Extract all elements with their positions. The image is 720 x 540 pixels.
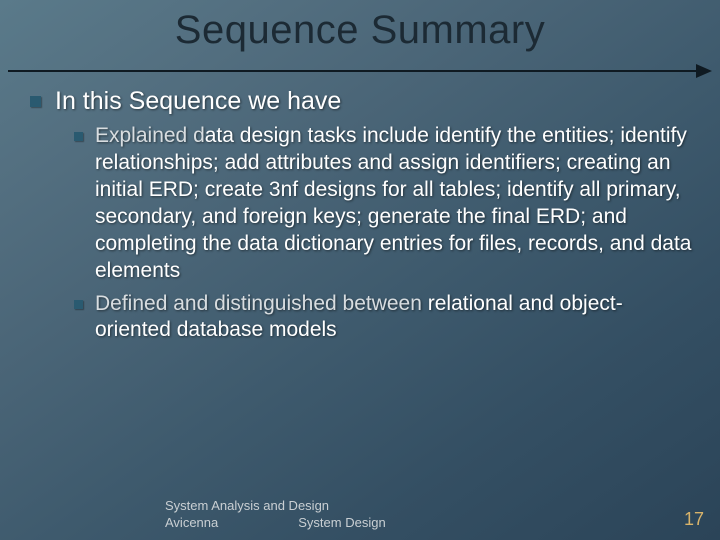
page-number: 17	[684, 509, 704, 530]
footer-center: System Analysis and Design Avicenna Syst…	[165, 497, 386, 532]
divider-arrow	[8, 66, 712, 76]
level2-prefix: Defined and distinguished between	[95, 292, 428, 315]
footer-subtitle: System Design	[298, 514, 385, 532]
bullet-level2: Explained data design tasks include iden…	[74, 123, 696, 284]
level2-list: Explained data design tasks include iden…	[74, 123, 696, 344]
square-bullet-icon	[74, 300, 83, 309]
footer-line1: System Analysis and Design	[165, 497, 386, 515]
slide: Sequence Summary In this Sequence we hav…	[0, 0, 720, 540]
level2-text: Explained data design tasks include iden…	[95, 123, 696, 284]
level2-rest: ata design tasks include identify the en…	[95, 124, 692, 281]
square-bullet-icon	[74, 132, 83, 141]
level2-prefix: Explained d	[95, 124, 205, 147]
footer-author: Avicenna	[165, 514, 218, 532]
bullet-level1: In this Sequence we have	[30, 86, 696, 117]
bullet-level2: Defined and distinguished between relati…	[74, 291, 696, 345]
level2-text: Defined and distinguished between relati…	[95, 291, 696, 345]
slide-title: Sequence Summary	[0, 8, 720, 53]
level1-text: In this Sequence we have	[55, 86, 341, 117]
arrow-head-icon	[696, 64, 712, 78]
arrow-line	[8, 70, 698, 72]
slide-body: In this Sequence we have Explained data …	[30, 86, 696, 350]
square-bullet-icon	[30, 96, 41, 107]
